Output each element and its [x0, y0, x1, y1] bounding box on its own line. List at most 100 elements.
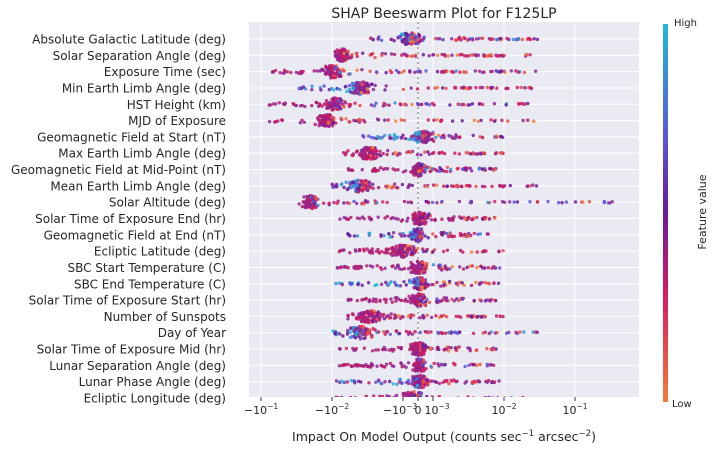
data-point	[489, 363, 493, 367]
data-point	[318, 114, 323, 118]
data-point	[409, 391, 413, 395]
data-point	[421, 53, 425, 57]
data-point	[413, 233, 417, 237]
data-point	[493, 266, 498, 270]
data-point	[392, 52, 397, 57]
feature-label: Max Earth Limb Angle (deg)	[58, 147, 226, 161]
data-point	[347, 104, 352, 109]
data-point	[355, 68, 359, 72]
data-point	[381, 167, 386, 171]
data-point	[511, 37, 515, 42]
data-point	[413, 352, 417, 356]
data-point	[401, 133, 405, 137]
data-point	[379, 381, 383, 385]
data-point	[360, 312, 364, 316]
data-point	[412, 35, 417, 40]
data-point	[302, 195, 306, 199]
data-point	[444, 315, 449, 319]
data-point	[468, 152, 473, 156]
data-point	[353, 89, 357, 94]
data-point	[381, 151, 385, 156]
data-point	[371, 327, 375, 331]
data-point	[361, 51, 365, 55]
data-point	[355, 316, 360, 321]
data-point	[458, 70, 462, 74]
data-point	[298, 70, 303, 74]
data-point	[364, 179, 368, 183]
data-point	[401, 255, 406, 259]
data-point	[334, 379, 339, 383]
data-point	[371, 87, 376, 92]
data-point	[423, 150, 427, 154]
data-point	[327, 201, 331, 205]
data-point	[420, 221, 424, 225]
data-point	[321, 201, 326, 205]
data-point	[363, 154, 367, 159]
data-point	[409, 40, 413, 44]
feature-label: Day of Year	[158, 326, 226, 340]
data-point	[492, 119, 497, 124]
data-point	[375, 283, 379, 287]
data-point	[337, 347, 342, 351]
data-point	[514, 330, 518, 335]
data-point	[426, 399, 429, 402]
data-point	[397, 331, 402, 336]
data-point	[423, 303, 427, 307]
data-point	[348, 182, 352, 186]
data-point	[419, 369, 423, 374]
data-point	[355, 52, 359, 56]
data-point	[408, 278, 412, 282]
data-point	[388, 332, 392, 336]
data-point	[417, 33, 421, 37]
data-point	[349, 282, 353, 287]
data-point	[423, 222, 427, 226]
data-point	[383, 266, 387, 270]
data-point	[374, 70, 379, 74]
data-point	[360, 168, 364, 172]
data-point	[395, 382, 399, 386]
data-point	[478, 152, 483, 156]
data-point	[458, 265, 462, 269]
data-point	[477, 102, 482, 106]
data-point	[410, 183, 414, 188]
data-point	[455, 183, 459, 188]
data-point	[422, 380, 426, 384]
data-point	[344, 117, 348, 121]
data-point	[366, 281, 371, 285]
data-point	[400, 381, 404, 385]
data-point	[385, 214, 390, 219]
data-point	[416, 162, 421, 166]
data-point	[387, 232, 391, 236]
data-point	[427, 132, 431, 136]
data-point	[452, 378, 456, 382]
data-point	[400, 247, 404, 252]
data-point	[391, 247, 396, 251]
data-point	[415, 396, 418, 397]
data-point	[497, 70, 502, 74]
data-point	[366, 311, 371, 315]
x-tick-label: 10−3	[424, 402, 449, 417]
data-point	[367, 84, 371, 88]
data-point	[447, 134, 452, 138]
data-point	[362, 89, 366, 93]
data-point	[406, 299, 410, 304]
data-point	[381, 104, 385, 108]
data-point	[473, 69, 477, 73]
data-point	[357, 120, 362, 125]
data-point	[345, 187, 350, 192]
data-point	[426, 118, 430, 122]
data-point	[416, 167, 420, 171]
data-point	[390, 252, 394, 256]
data-point	[340, 395, 344, 397]
data-point	[399, 103, 403, 107]
feature-label: Solar Time of Exposure Mid (hr)	[37, 343, 226, 357]
data-point	[411, 313, 416, 318]
data-point	[376, 310, 380, 314]
feature-label: Lunar Separation Angle (deg)	[49, 359, 226, 373]
data-point	[412, 393, 417, 397]
feature-label: HST Height (km)	[127, 98, 226, 112]
data-point	[403, 42, 408, 46]
data-point	[494, 314, 499, 318]
data-point	[457, 35, 462, 40]
